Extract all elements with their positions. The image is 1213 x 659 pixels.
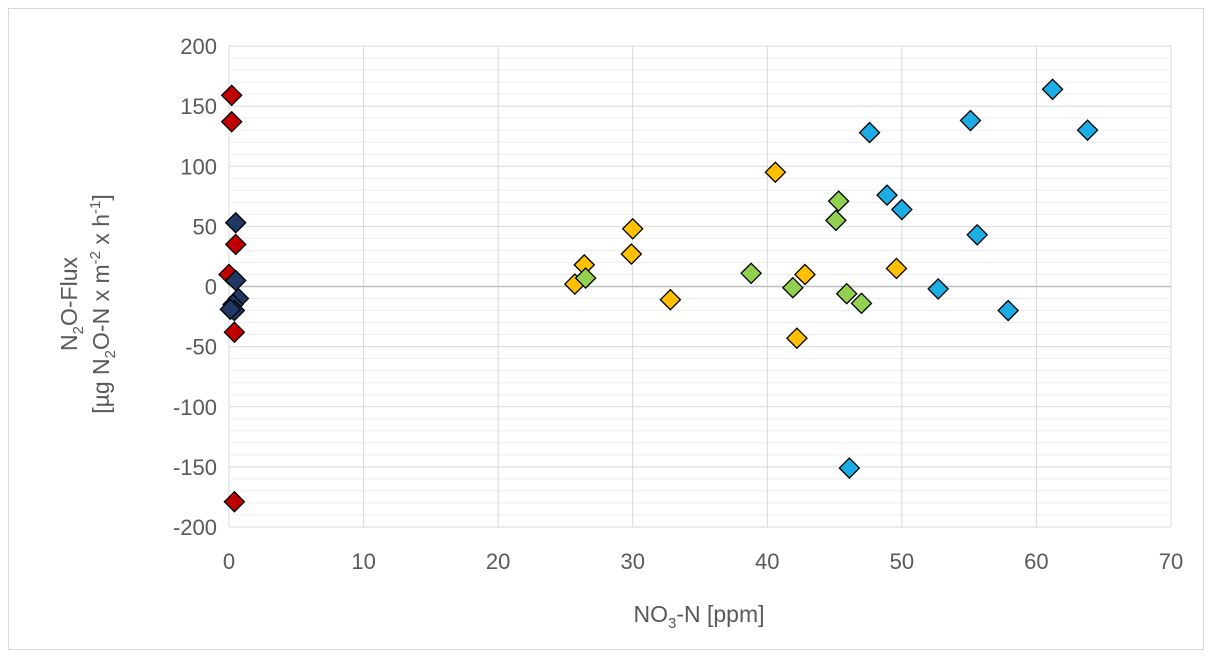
data-point-series-4 [824,209,847,232]
data-point-series-5 [997,299,1020,322]
data-point-series-4 [740,262,763,285]
data-point-series-3 [764,161,787,184]
data-point-series-5 [838,457,861,479]
data-point-series-4 [835,282,858,305]
x-tick-label: 50 [890,549,914,574]
y-tick-label: 0 [205,275,217,300]
data-point-series-3 [885,257,908,280]
data-point-series-5 [1076,119,1099,142]
data-point-series-5 [966,223,989,246]
y-axis-title: N2O-Flux [µg N2O-N x m-2 x h-1] [56,194,119,414]
data-point-series-5 [1041,78,1064,101]
x-tick-label: 0 [223,549,235,574]
minor-gridlines [229,57,1171,516]
data-point-series-3 [659,288,682,311]
x-tick-label: 30 [620,549,644,574]
x-tick-label: 70 [1159,549,1183,574]
data-points [218,78,1099,513]
data-point-series-4 [781,276,804,299]
y-tick-label: -100 [173,395,217,420]
data-point-series-5 [927,277,950,300]
y-tick-label: 100 [180,154,217,179]
y-axis-tick-labels: 200 150 100 50 0 -50 -100 -150 -200 [173,34,217,540]
y-axis-title-line2: [µg N2O-N x m-2 x h-1] [87,194,119,414]
data-point-series-2 [219,298,242,321]
data-point-series-2 [224,211,247,234]
data-point-series-1 [220,84,243,107]
data-point-series-3 [785,327,808,350]
data-point-series-1 [223,490,246,513]
data-point-series-4 [827,190,850,213]
data-point-series-5 [890,198,913,221]
chart-area: 200 150 100 50 0 -50 -100 -150 -200 0 10 20 30 40 50 6… [8,8,1204,650]
data-point-series-5 [876,184,898,207]
y-tick-label: -50 [185,335,217,360]
data-point-series-1 [223,321,246,344]
x-axis-tick-labels: 0 10 20 30 40 50 60 70 [223,549,1183,574]
data-point-series-5 [959,109,982,132]
x-tick-label: 10 [351,549,375,574]
data-point-series-1 [224,233,247,256]
data-point-series-3 [621,217,644,240]
y-axis-title-line1: N2O-Flux [56,257,87,351]
data-point-series-4 [574,267,597,290]
x-tick-label: 60 [1024,549,1048,574]
y-tick-label: 150 [180,94,217,119]
data-point-series-1 [220,110,243,133]
scatter-chart: 200 150 100 50 0 -50 -100 -150 -200 0 10 20 30 40 50 6… [56,34,1183,632]
x-tick-label: 20 [486,549,510,574]
x-tick-label: 40 [755,549,779,574]
data-point-series-3 [794,263,816,286]
y-tick-label: -200 [173,515,217,540]
data-point-series-4 [850,292,873,315]
x-axis-title: NO3-N [ppm] [633,601,764,632]
data-point-series-3 [620,243,643,265]
data-point-series-5 [858,121,881,144]
y-tick-label: 200 [180,34,217,59]
y-tick-label: -150 [173,455,217,480]
y-tick-label: 50 [193,214,217,239]
